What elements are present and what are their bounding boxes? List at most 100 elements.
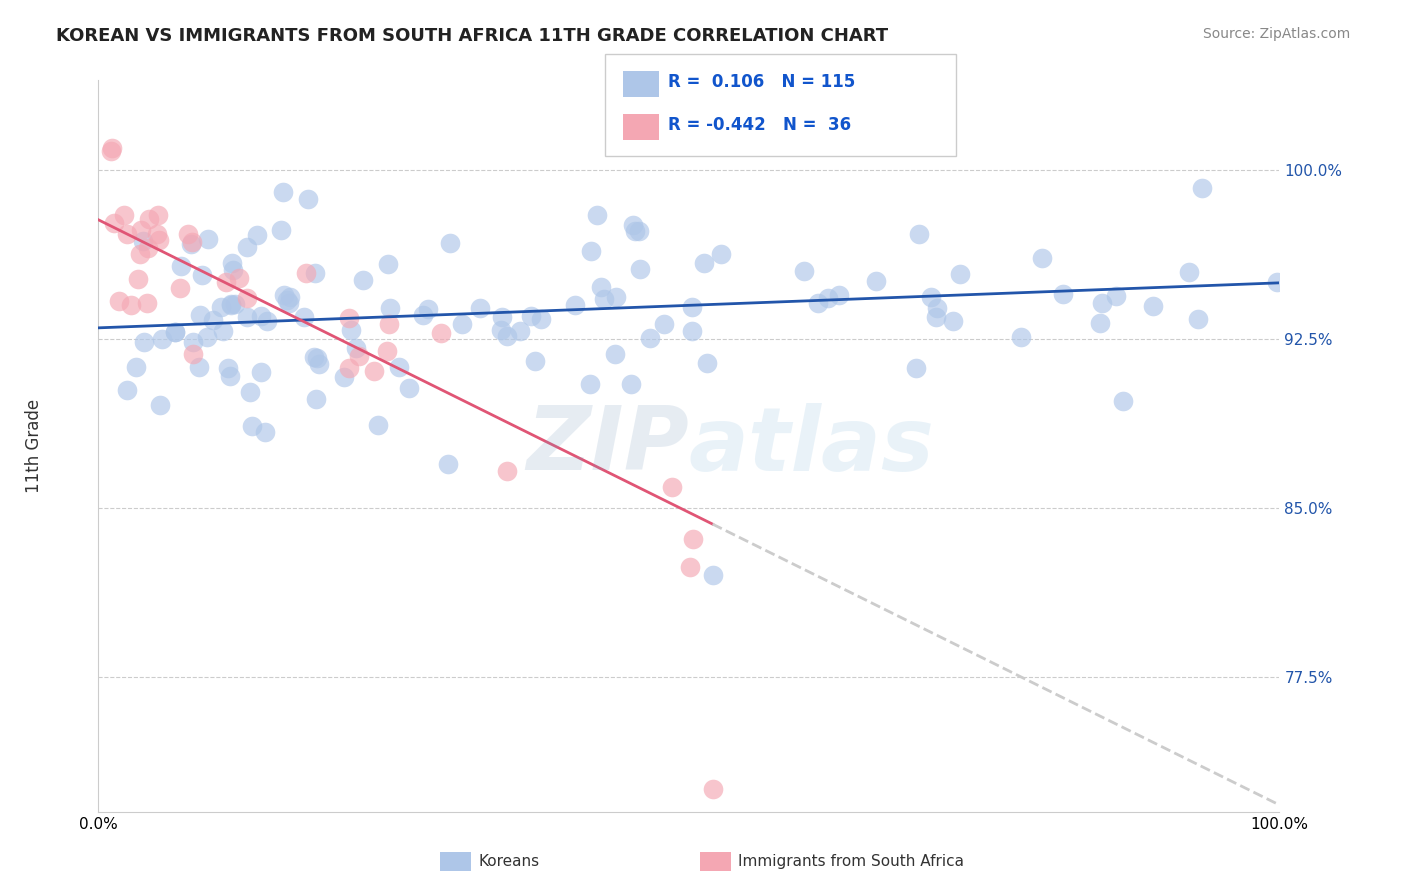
Point	[188, 308, 211, 322]
Point	[817, 291, 839, 305]
Point	[135, 296, 157, 310]
Point	[177, 227, 200, 241]
Point	[564, 298, 586, 312]
Point	[333, 369, 356, 384]
Point	[378, 301, 401, 315]
Point	[603, 347, 626, 361]
Point	[439, 235, 461, 250]
Point	[337, 311, 360, 326]
Point	[228, 270, 250, 285]
Point	[1031, 251, 1053, 265]
Point	[304, 392, 326, 407]
Point	[621, 219, 644, 233]
Point	[181, 235, 204, 250]
Point	[344, 342, 367, 356]
Point	[679, 559, 702, 574]
Point	[363, 364, 385, 378]
Point	[378, 317, 401, 331]
Text: R =  0.106   N = 115: R = 0.106 N = 115	[668, 73, 855, 91]
Point	[927, 301, 949, 315]
Point	[308, 357, 330, 371]
Point	[1177, 265, 1199, 279]
Point	[585, 208, 607, 222]
Point	[112, 208, 135, 222]
Point	[908, 227, 931, 242]
Point	[256, 314, 278, 328]
Point	[491, 323, 513, 337]
Point	[638, 331, 661, 345]
Point	[1104, 289, 1126, 303]
Point	[1088, 316, 1111, 330]
Point	[437, 457, 460, 471]
Point	[681, 324, 703, 338]
Point	[236, 292, 259, 306]
Point	[416, 301, 439, 316]
Point	[628, 262, 651, 277]
Point	[591, 280, 613, 294]
Point	[627, 224, 650, 238]
Point	[163, 326, 186, 340]
Point	[430, 326, 453, 340]
Point	[302, 350, 325, 364]
Point	[163, 326, 186, 340]
Text: Koreans: Koreans	[478, 855, 538, 869]
Text: Source: ZipAtlas.com: Source: ZipAtlas.com	[1202, 27, 1350, 41]
Point	[183, 334, 205, 349]
Point	[710, 247, 733, 261]
Point	[236, 310, 259, 324]
Point	[806, 296, 828, 310]
Point	[214, 275, 236, 289]
Point	[304, 266, 326, 280]
Point	[138, 212, 160, 227]
Point	[209, 301, 232, 315]
Point	[170, 259, 193, 273]
Point	[235, 240, 257, 254]
Point	[652, 317, 675, 331]
Point	[219, 298, 242, 312]
Point	[239, 385, 262, 400]
Point	[579, 377, 602, 392]
Point	[349, 349, 371, 363]
Point	[120, 298, 142, 312]
Point	[905, 361, 928, 376]
Point	[367, 417, 389, 432]
Point	[1010, 330, 1032, 344]
Text: ZIP: ZIP	[526, 402, 689, 490]
Point	[103, 216, 125, 230]
Point	[221, 255, 243, 269]
Point	[187, 359, 209, 374]
Point	[828, 288, 851, 302]
Point	[132, 234, 155, 248]
Point	[169, 281, 191, 295]
Point	[1187, 312, 1209, 326]
Point	[129, 246, 152, 260]
Point	[605, 290, 627, 304]
Text: atlas: atlas	[689, 402, 935, 490]
Point	[337, 360, 360, 375]
Point	[1191, 181, 1213, 195]
Y-axis label: 11th Grade: 11th Grade	[25, 399, 42, 493]
Point	[949, 267, 972, 281]
Point	[191, 268, 214, 283]
Point	[270, 222, 292, 236]
Point	[212, 324, 235, 338]
Text: R = -0.442   N =  36: R = -0.442 N = 36	[668, 116, 851, 134]
Text: KOREAN VS IMMIGRANTS FROM SOUTH AFRICA 11TH GRADE CORRELATION CHART: KOREAN VS IMMIGRANTS FROM SOUTH AFRICA 1…	[56, 27, 889, 45]
Point	[468, 301, 491, 316]
Point	[292, 310, 315, 325]
Point	[941, 314, 963, 328]
Point	[451, 318, 474, 332]
Point	[250, 309, 273, 323]
Point	[495, 328, 517, 343]
Point	[273, 288, 295, 302]
Point	[377, 257, 399, 271]
Point	[219, 297, 242, 311]
Point	[412, 308, 434, 322]
Point	[593, 292, 616, 306]
Text: Immigrants from South Africa: Immigrants from South Africa	[738, 855, 965, 869]
Point	[273, 185, 295, 199]
Point	[115, 227, 138, 241]
Point	[149, 398, 172, 412]
Point	[197, 232, 219, 246]
Point	[278, 296, 301, 310]
